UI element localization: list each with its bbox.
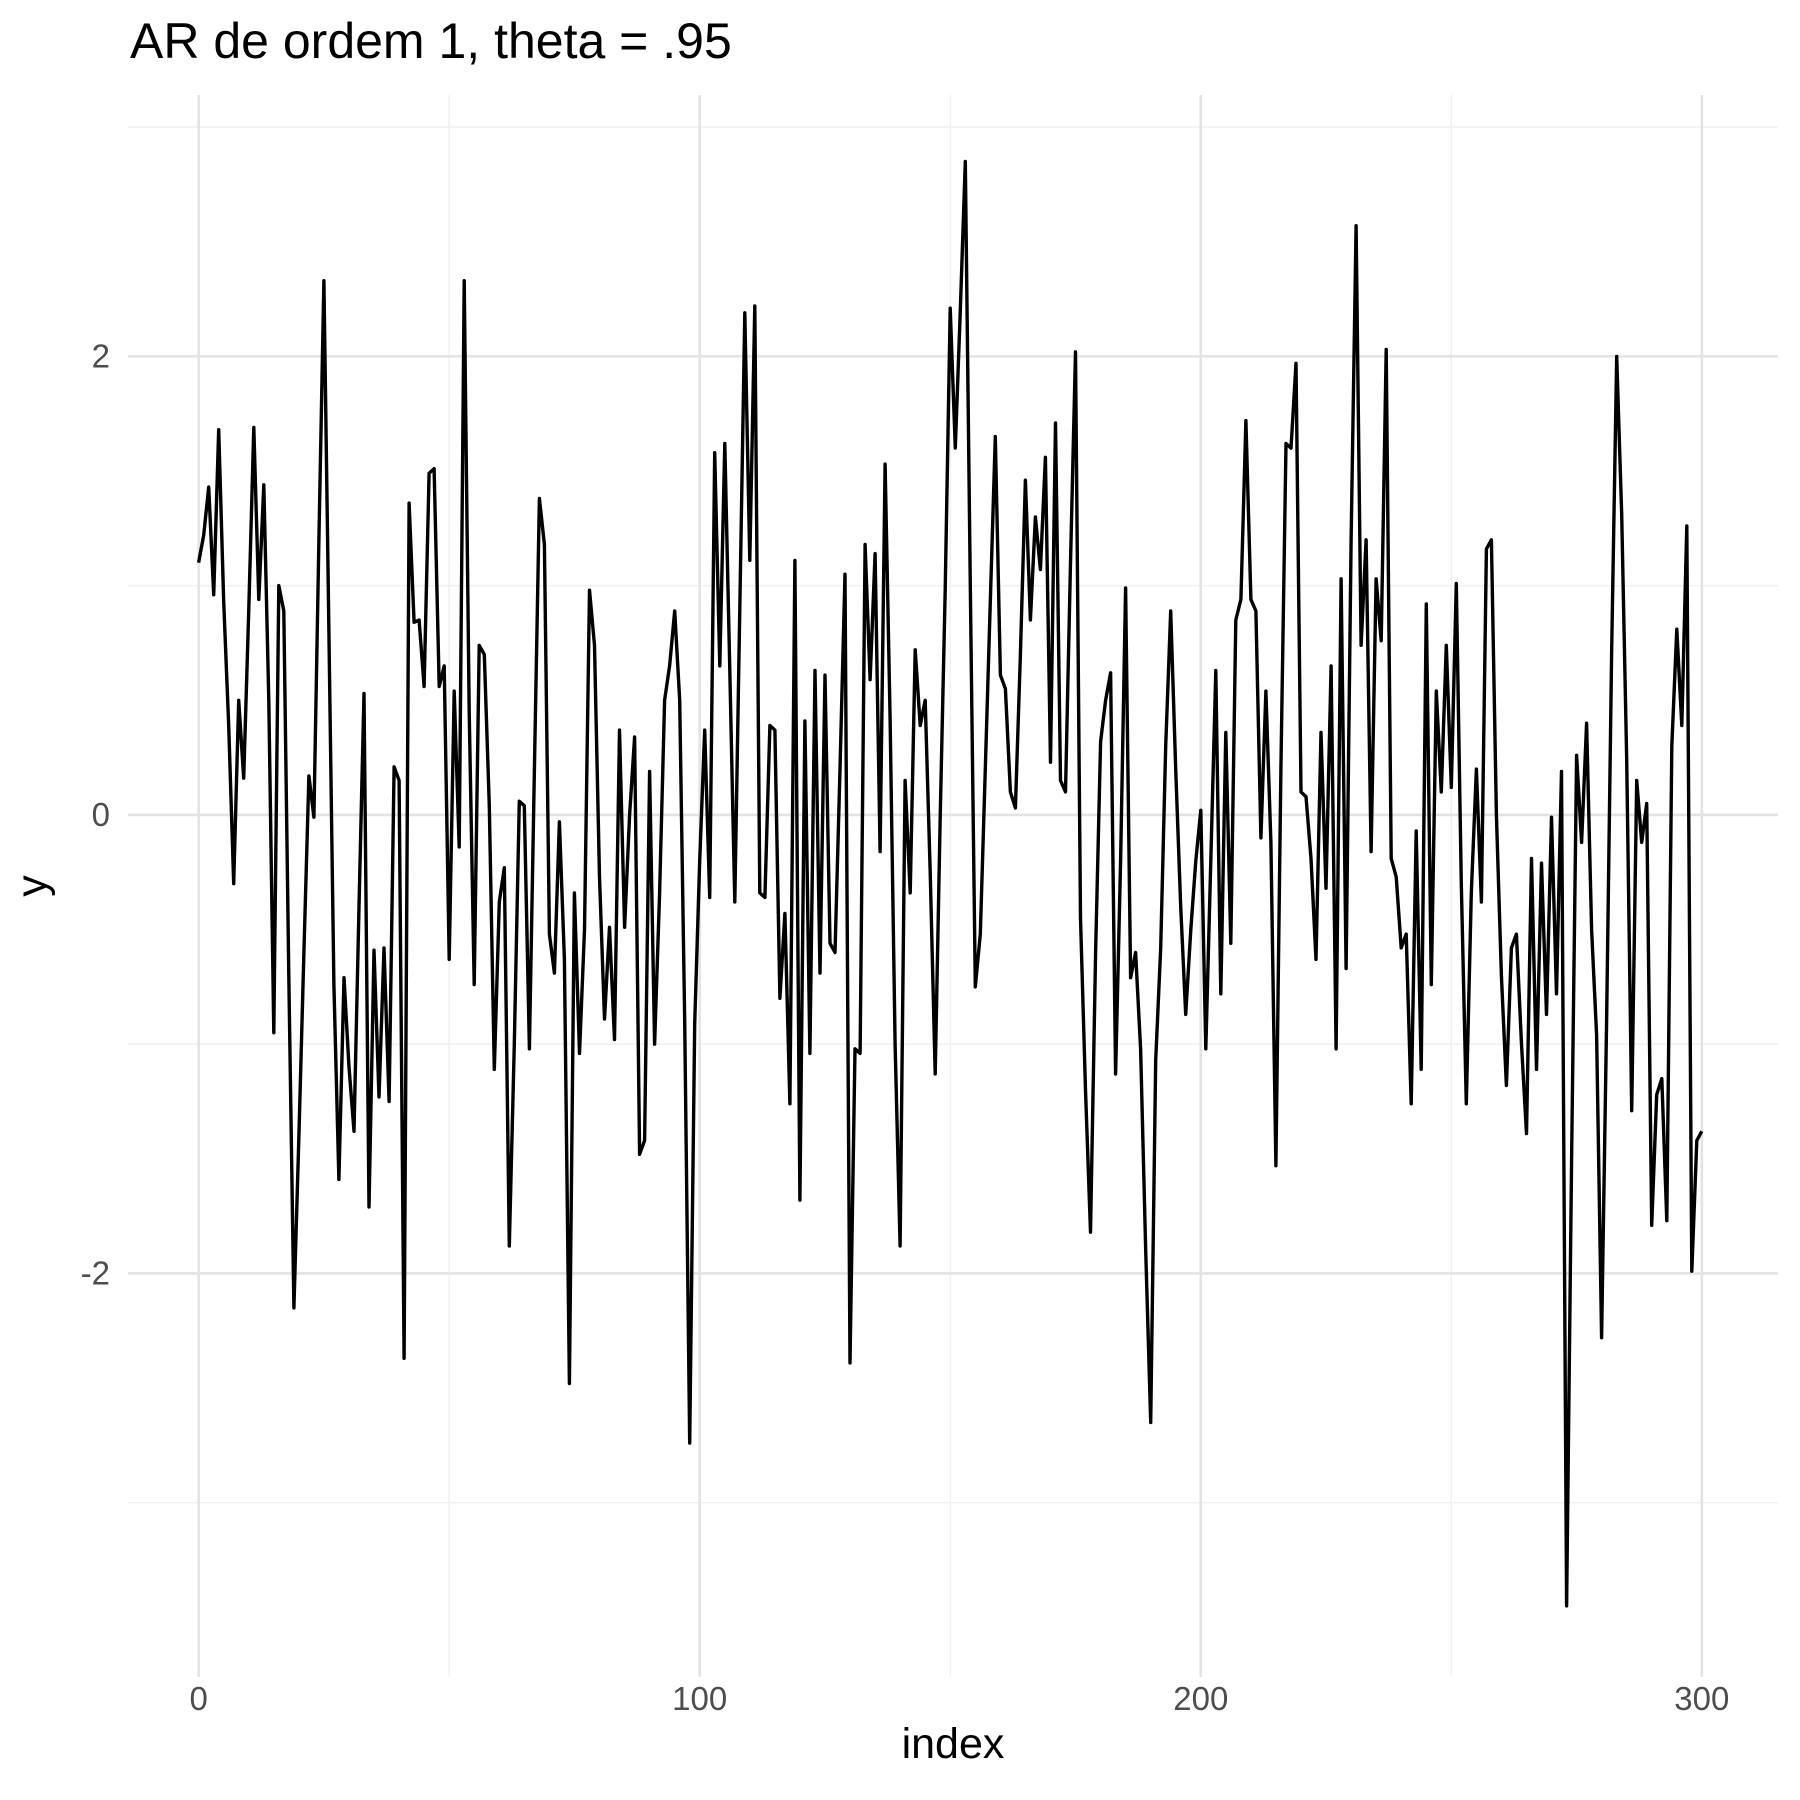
x-axis-title: index bbox=[902, 1720, 1005, 1768]
y-axis-title: y bbox=[8, 875, 56, 897]
chart-title: AR de ordem 1, theta = .95 bbox=[130, 13, 732, 69]
y-tick-label: -2 bbox=[81, 1254, 110, 1291]
x-tick-label: 300 bbox=[1674, 1680, 1729, 1717]
y-tick-label: 2 bbox=[92, 337, 110, 374]
x-tick-label: 200 bbox=[1173, 1680, 1228, 1717]
y-axis-tick-labels: -2 0 2 bbox=[81, 337, 110, 1291]
y-tick-label: 0 bbox=[92, 796, 110, 833]
x-tick-label: 0 bbox=[189, 1680, 207, 1717]
x-axis-tick-labels: 0 100 200 300 bbox=[189, 1680, 1729, 1717]
series-group bbox=[196, 159, 1704, 1608]
x-tick-label: 100 bbox=[672, 1680, 727, 1717]
series-line bbox=[196, 159, 1704, 1608]
